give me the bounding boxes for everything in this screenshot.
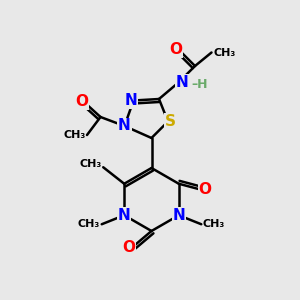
Text: O: O: [169, 42, 183, 57]
Text: CH₃: CH₃: [80, 159, 102, 169]
Text: CH₃: CH₃: [63, 130, 86, 140]
Text: N: N: [125, 93, 137, 108]
Text: N: N: [172, 208, 185, 223]
Text: O: O: [122, 240, 135, 255]
Text: CH₃: CH₃: [78, 219, 100, 229]
Text: N: N: [118, 118, 131, 134]
Text: N: N: [118, 208, 130, 223]
Text: O: O: [198, 182, 212, 197]
Text: –H: –H: [191, 78, 208, 92]
Text: CH₃: CH₃: [213, 47, 235, 58]
Text: CH₃: CH₃: [203, 219, 225, 229]
Text: S: S: [165, 114, 176, 129]
Text: N: N: [176, 75, 188, 90]
Text: O: O: [75, 94, 88, 110]
